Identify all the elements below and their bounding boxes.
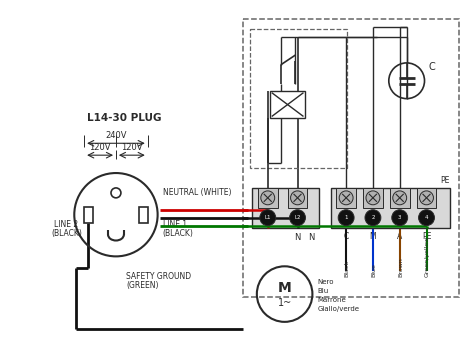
- Circle shape: [290, 210, 305, 226]
- Text: PE: PE: [422, 231, 431, 241]
- Bar: [288, 188, 308, 208]
- Text: 240V: 240V: [105, 131, 127, 140]
- Text: 1~: 1~: [277, 298, 292, 308]
- Text: 1: 1: [345, 215, 348, 220]
- Text: N: N: [251, 213, 257, 222]
- Text: C: C: [428, 62, 435, 72]
- Text: LINE 1: LINE 1: [163, 220, 187, 229]
- Text: L1: L1: [264, 215, 271, 220]
- Bar: [331, 188, 450, 228]
- Text: NEUTRAL (WHITE): NEUTRAL (WHITE): [163, 189, 231, 197]
- Text: LINE 2: LINE 2: [55, 220, 78, 229]
- Text: Blu: Blu: [318, 288, 328, 294]
- Text: (BLACK): (BLACK): [51, 229, 82, 237]
- Text: 3: 3: [398, 215, 401, 220]
- Text: N: N: [308, 233, 315, 241]
- Bar: [336, 188, 356, 208]
- Bar: [258, 188, 278, 208]
- Circle shape: [261, 191, 275, 205]
- Bar: [252, 188, 319, 228]
- Text: L14-30 PLUG: L14-30 PLUG: [87, 114, 161, 124]
- Circle shape: [392, 210, 408, 226]
- Bar: [270, 91, 305, 119]
- Text: PE: PE: [440, 176, 449, 185]
- Text: 120V: 120V: [121, 143, 143, 152]
- Bar: [363, 188, 383, 208]
- Text: Green/yellow: Green/yellow: [425, 236, 430, 277]
- Circle shape: [419, 210, 435, 226]
- Text: A: A: [397, 231, 402, 241]
- Text: 4: 4: [425, 215, 428, 220]
- Text: Blue: Blue: [372, 263, 376, 277]
- Bar: [84, 207, 93, 223]
- Circle shape: [339, 191, 353, 205]
- Text: M: M: [278, 281, 292, 295]
- Bar: [250, 29, 347, 168]
- Bar: [243, 19, 459, 297]
- Text: 2: 2: [371, 215, 374, 220]
- Text: Marrone: Marrone: [318, 297, 346, 303]
- Circle shape: [338, 210, 354, 226]
- Text: M: M: [370, 231, 376, 241]
- Text: L: L: [251, 204, 255, 213]
- Circle shape: [260, 210, 276, 226]
- Text: 120V: 120V: [89, 143, 111, 152]
- Circle shape: [291, 191, 304, 205]
- Text: PE: PE: [251, 222, 260, 231]
- Text: Nero: Nero: [318, 279, 334, 285]
- Circle shape: [393, 191, 407, 205]
- Bar: [390, 188, 410, 208]
- Text: Giallo/verde: Giallo/verde: [318, 306, 359, 312]
- Text: Black: Black: [345, 260, 350, 277]
- Circle shape: [419, 191, 433, 205]
- Text: (BLACK): (BLACK): [163, 229, 193, 237]
- Circle shape: [365, 210, 381, 226]
- Text: L2: L2: [294, 215, 301, 220]
- Text: Brown: Brown: [398, 257, 403, 277]
- Text: N: N: [294, 233, 301, 241]
- Text: (GREEN): (GREEN): [126, 281, 158, 290]
- Circle shape: [366, 191, 380, 205]
- Text: SAFETY GROUND: SAFETY GROUND: [126, 272, 191, 281]
- Bar: [417, 188, 437, 208]
- Text: C: C: [344, 231, 349, 241]
- Bar: [139, 207, 148, 223]
